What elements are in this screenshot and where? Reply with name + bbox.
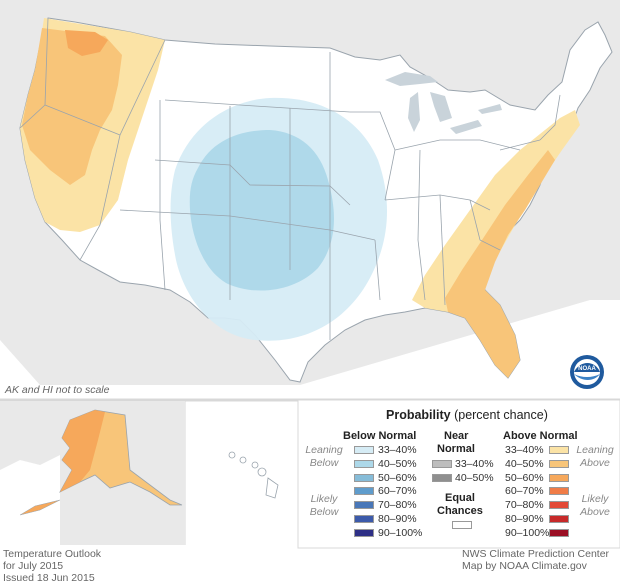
above-normal-range-label: 90–100%: [505, 526, 550, 539]
above-normal-range-label: 50–60%: [505, 471, 544, 484]
equal-chances-swatch: [452, 521, 472, 529]
above-normal-range-label: 33–40%: [505, 444, 544, 456]
below-normal-range-label: 60–70%: [378, 485, 417, 498]
above-normal-range-swatch: [549, 515, 569, 523]
equal-chances-heading-2: Chances: [437, 505, 483, 517]
footer-right-2: Map by NOAA Climate.gov: [462, 560, 587, 572]
footer-left-3: Issued 18 Jun 2015: [3, 572, 95, 584]
footer-right-1: NWS Climate Prediction Center: [462, 548, 610, 560]
great-lakes: [385, 72, 502, 134]
below-normal-range-label: 70–80%: [378, 499, 417, 512]
scale-note: AK and HI not to scale: [5, 384, 110, 396]
above-normal-heading: Above Normal: [503, 430, 578, 442]
hawaii-islands: [228, 451, 279, 499]
near-normal-range-label: 40–50%: [455, 471, 494, 484]
above-normal-range-swatch: [549, 501, 569, 510]
near-normal-heading-2: Normal: [437, 443, 475, 455]
above-normal-range-swatch: [549, 487, 569, 496]
above-normal-west-40-50: [22, 28, 122, 185]
leaning-above-label: Leaning Above: [576, 444, 614, 469]
below-normal-range-swatch: [354, 487, 374, 496]
footer-left-2: for July 2015: [3, 560, 64, 572]
above-normal-range-label: 80–90%: [505, 513, 544, 525]
equal-chances-heading-1: Equal: [445, 492, 475, 504]
below-normal-range-swatch: [354, 459, 374, 468]
below-normal-heading: Below Normal: [343, 430, 417, 442]
above-normal-range-swatch: [549, 446, 569, 454]
legend-title-unit: (percent chance): [454, 408, 548, 422]
above-normal-range-swatch: [549, 528, 569, 537]
noaa-logo-text: NOAA: [578, 366, 596, 372]
below-normal-range-label: 80–90%: [378, 513, 417, 525]
legend-title-probability: Probability: [386, 408, 451, 422]
near-normal-range-swatch: [432, 473, 452, 482]
above-normal-range-swatch: [549, 459, 569, 468]
above-normal-range-label: 70–80%: [505, 499, 544, 512]
above-normal-range-label: 40–50%: [505, 457, 544, 470]
below-normal-range-swatch: [354, 501, 374, 510]
likely-above-label: Likely Above: [580, 493, 610, 518]
above-normal-east-33-40: [412, 110, 580, 312]
leaning-below-label: Leaning Below: [305, 444, 343, 469]
near-normal-heading-1: Near: [444, 430, 469, 442]
above-normal-west-50-60: [65, 30, 108, 56]
below-normal-range-swatch: [354, 446, 374, 454]
below-normal-40-50: [189, 130, 334, 291]
below-normal-range-label: 40–50%: [378, 457, 417, 470]
near-normal-range-swatch: [432, 460, 452, 468]
below-normal-range-label: 50–60%: [378, 471, 417, 484]
below-normal-range-label: 33–40%: [378, 444, 417, 456]
below-normal-range-swatch: [354, 528, 374, 537]
above-normal-range-swatch: [549, 473, 569, 482]
below-normal-range-swatch: [354, 473, 374, 482]
state-borders: [19, 17, 561, 340]
noaa-logo: NOAA: [570, 355, 604, 389]
below-normal-range-swatch: [354, 515, 374, 523]
above-normal-east-40-50: [445, 150, 555, 378]
likely-below-label: Likely Below: [309, 493, 339, 518]
above-normal-range-label: 60–70%: [505, 485, 544, 498]
near-normal-range-label: 33–40%: [455, 458, 494, 470]
alaska-above-50-60: [60, 410, 105, 492]
below-normal-range-label: 90–100%: [378, 526, 423, 539]
legend-title: Probability (percent chance): [386, 408, 548, 422]
footer-left-1: Temperature Outlook: [3, 548, 102, 560]
